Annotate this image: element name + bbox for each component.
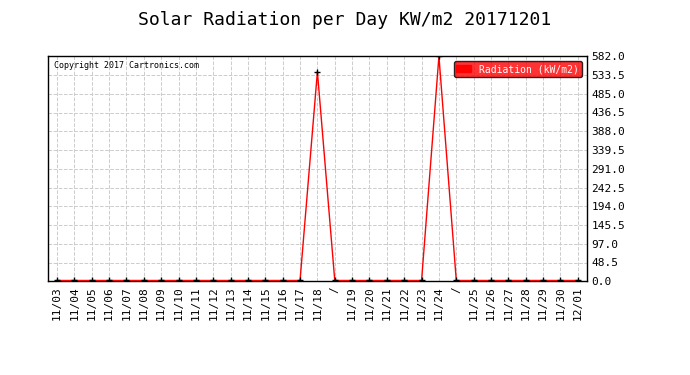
Legend: Radiation (kW/m2): Radiation (kW/m2)	[453, 61, 582, 77]
Text: Copyright 2017 Cartronics.com: Copyright 2017 Cartronics.com	[54, 61, 199, 70]
Text: Solar Radiation per Day KW/m2 20171201: Solar Radiation per Day KW/m2 20171201	[139, 11, 551, 29]
